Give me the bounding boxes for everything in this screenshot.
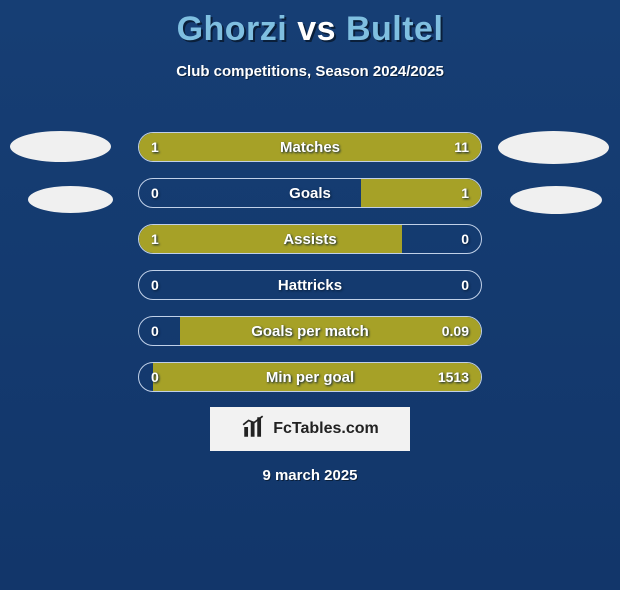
bar-fill-left xyxy=(139,225,402,253)
stat-label: Hattricks xyxy=(139,271,481,299)
stat-value-right: 0 xyxy=(461,225,469,253)
player1-name: Ghorzi xyxy=(177,10,288,48)
stat-row: 00.09Goals per match xyxy=(138,316,482,346)
stat-row: 0 0Hattricks xyxy=(138,270,482,300)
player-oval xyxy=(498,131,609,164)
comparison-rows: 111Matches01Goals10Assists00Hattricks00.… xyxy=(138,132,482,408)
stat-row: 111Matches xyxy=(138,132,482,162)
stat-value-left: 0 xyxy=(151,317,159,345)
stat-row: 01Goals xyxy=(138,178,482,208)
stat-row: 01513Min per goal xyxy=(138,362,482,392)
stat-row: 10Assists xyxy=(138,224,482,254)
player-oval xyxy=(510,186,602,214)
bar-fill-right xyxy=(180,317,481,345)
player-oval xyxy=(28,186,113,213)
site-name: FcTables.com xyxy=(273,420,379,438)
vs-label: vs xyxy=(297,10,336,48)
date-label: 9 march 2025 xyxy=(0,467,620,484)
subtitle: Club competitions, Season 2024/2025 xyxy=(0,63,620,80)
player-oval xyxy=(10,131,111,162)
player2-name: Bultel xyxy=(346,10,443,48)
stat-value-right: 0 xyxy=(461,271,469,299)
bar-fill-right xyxy=(361,179,481,207)
stat-value-left: 0 xyxy=(151,179,159,207)
page-title: Ghorzi vs Bultel xyxy=(0,10,620,49)
bar-fill-left xyxy=(139,133,201,161)
bar-chart-icon xyxy=(241,414,267,445)
bar-fill-right xyxy=(153,363,481,391)
bar-fill-right xyxy=(201,133,481,161)
stat-value-left: 0 xyxy=(151,271,159,299)
site-logo: FcTables.com xyxy=(210,407,410,451)
